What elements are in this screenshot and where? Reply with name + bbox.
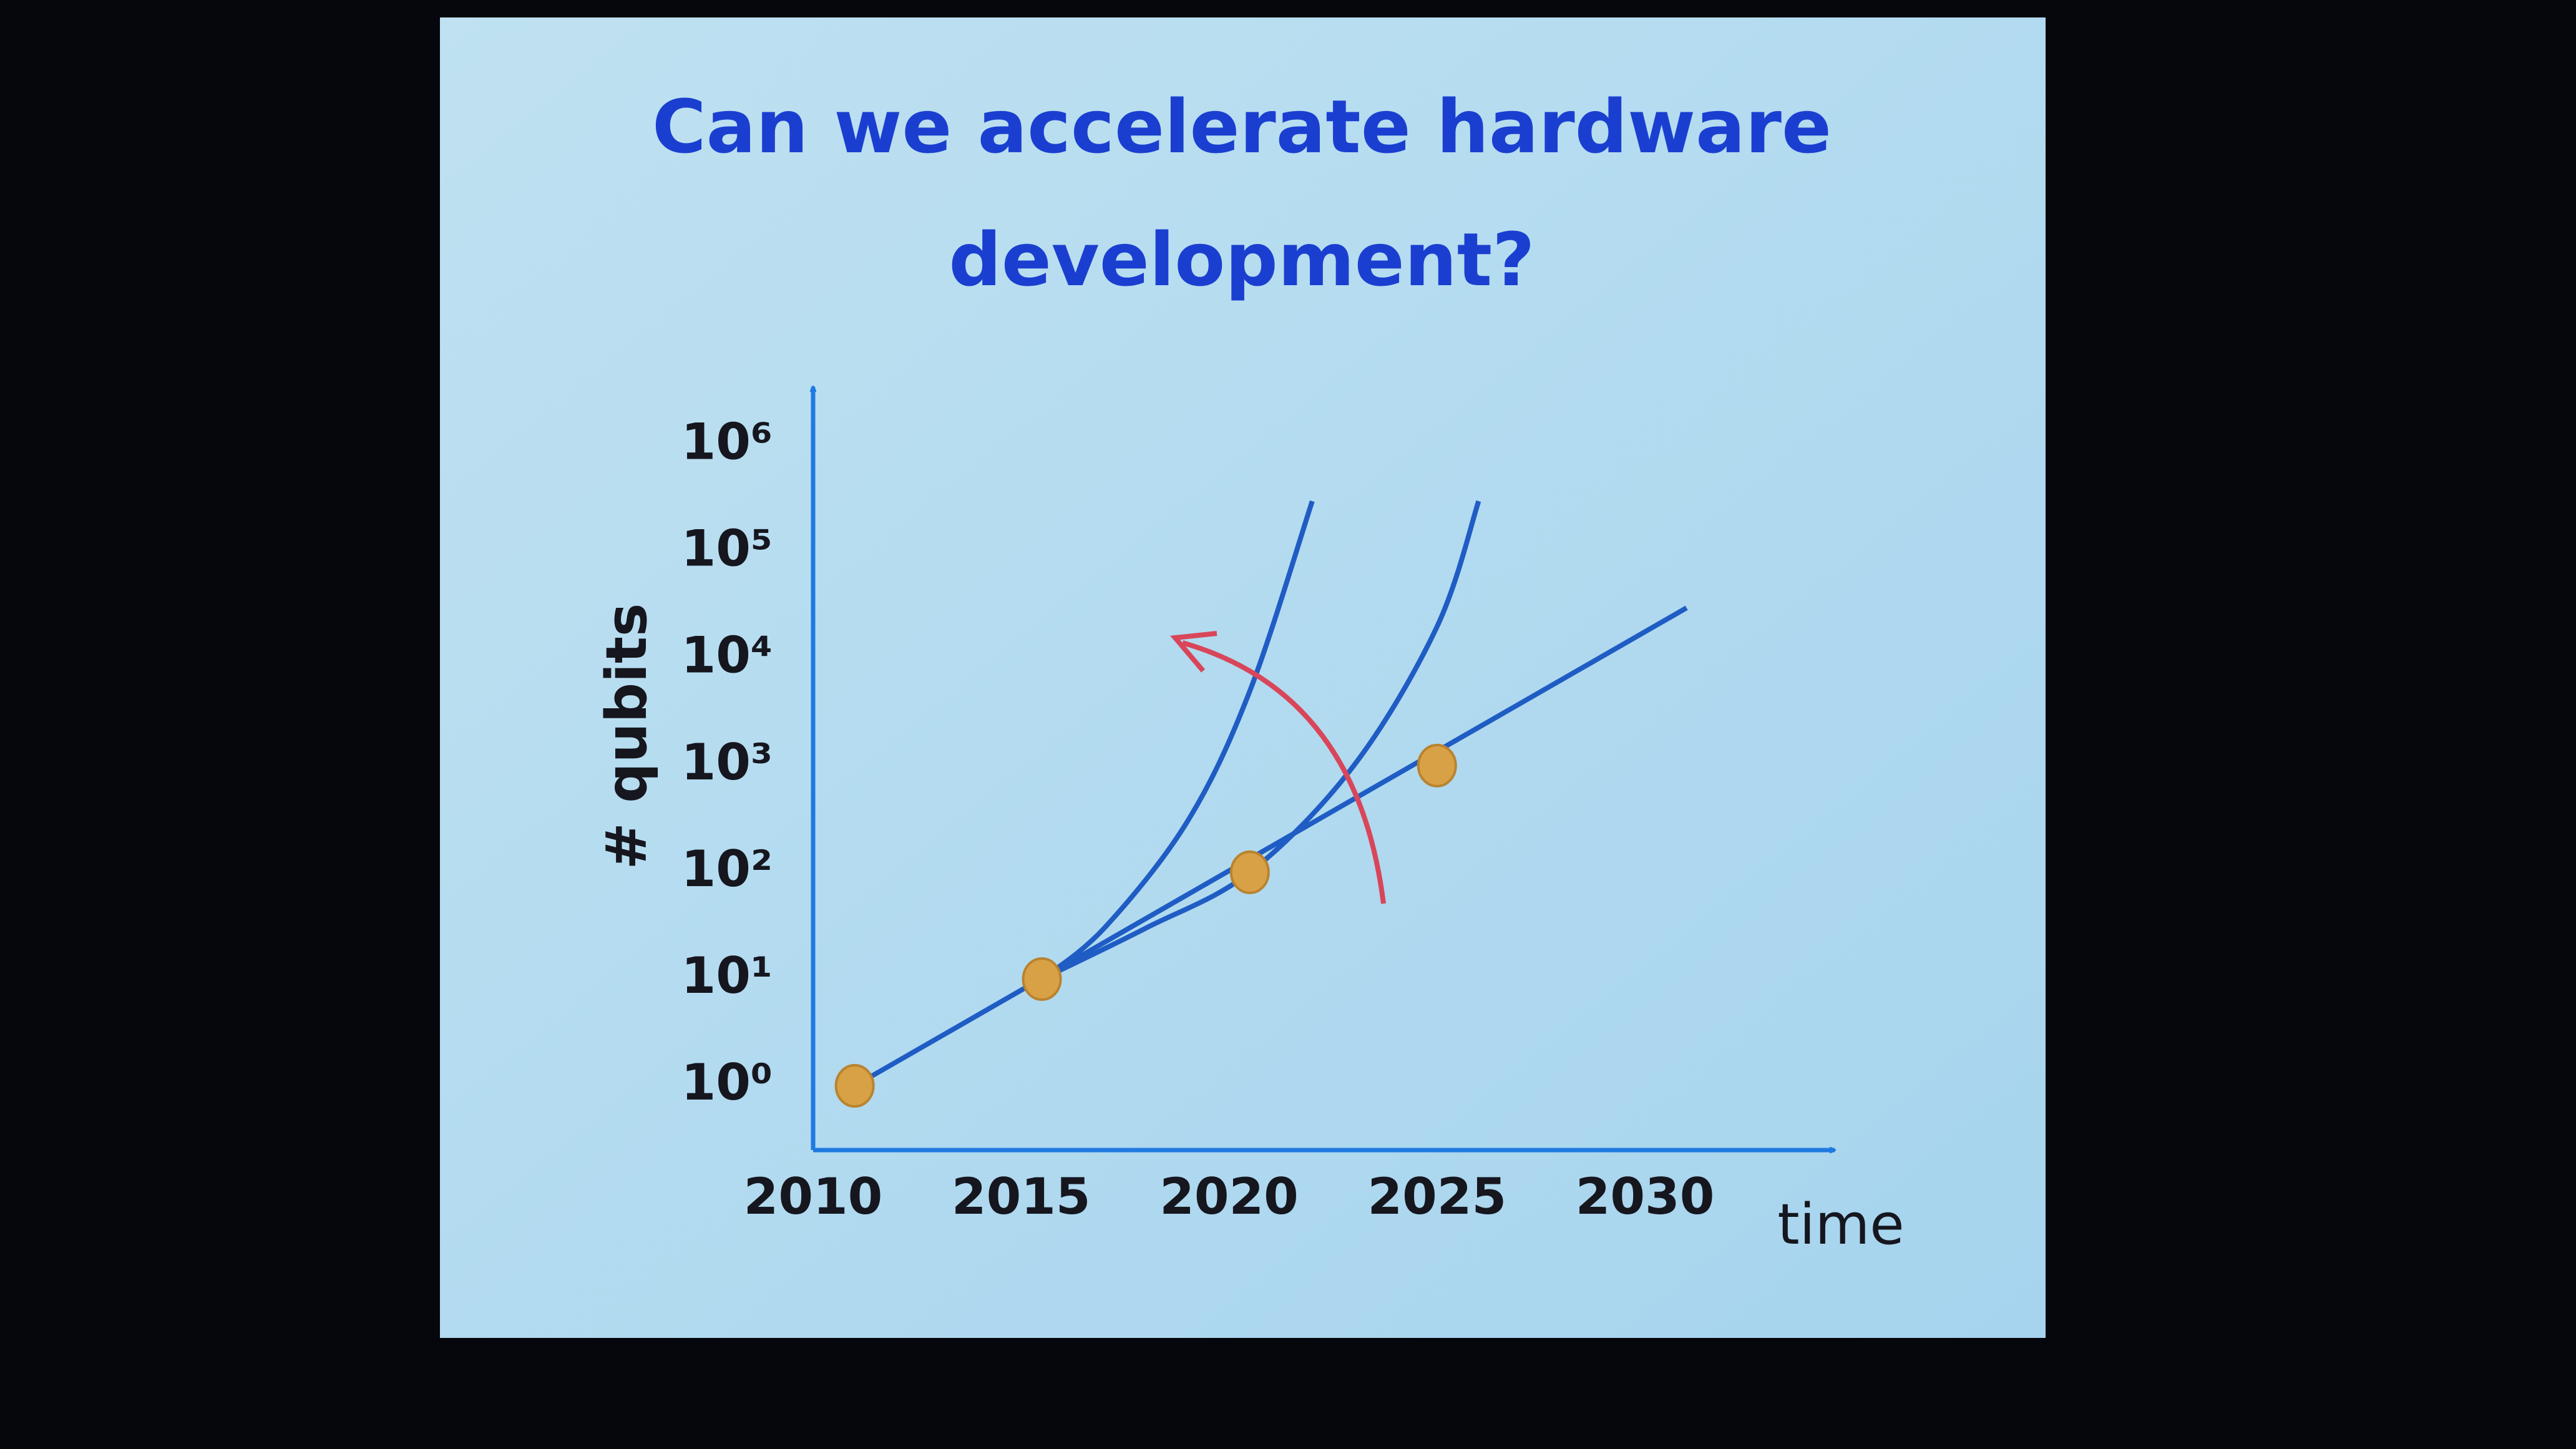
acceleration-arrow: [1181, 640, 1386, 904]
y-tick-label: 10⁰: [681, 1053, 773, 1111]
y-tick-label: 10⁴: [681, 627, 773, 685]
acceleration-arrowhead: [1170, 631, 1217, 673]
x-tick-label: 2030: [1576, 1168, 1715, 1226]
x-tick-label: 2025: [1367, 1168, 1506, 1226]
x-tick-label: 2015: [952, 1168, 1091, 1226]
y-axis-label: # qubits: [594, 603, 660, 869]
x-tick-label: 2020: [1159, 1168, 1299, 1226]
data-point: [1417, 743, 1457, 788]
y-tick-label: 10¹: [681, 947, 773, 1005]
data-point: [1022, 957, 1062, 1001]
data-point: [834, 1064, 875, 1108]
data-point: [1229, 850, 1270, 894]
slide: [440, 17, 2046, 1338]
plot: 10⁰ 10¹ 10² 10³ 10⁴ 10⁵ 10⁶ 2010 2015 2020 2025 203…: [681, 413, 1715, 1226]
title-line: development?: [949, 217, 1534, 303]
series-line: [853, 605, 1688, 1088]
series-line: [1040, 500, 1481, 982]
series-line: [1040, 500, 1315, 982]
y-tick-label: 10⁶: [681, 413, 773, 471]
x-tick-label: 2010: [744, 1168, 883, 1226]
y-tick-label: 10²: [681, 840, 773, 898]
y-tick-label: 10⁵: [681, 520, 773, 578]
x-axis-label: time: [1777, 1192, 1904, 1257]
title-line: Can we accelerate hardware: [652, 84, 1832, 170]
y-tick-label: 10³: [681, 733, 773, 791]
